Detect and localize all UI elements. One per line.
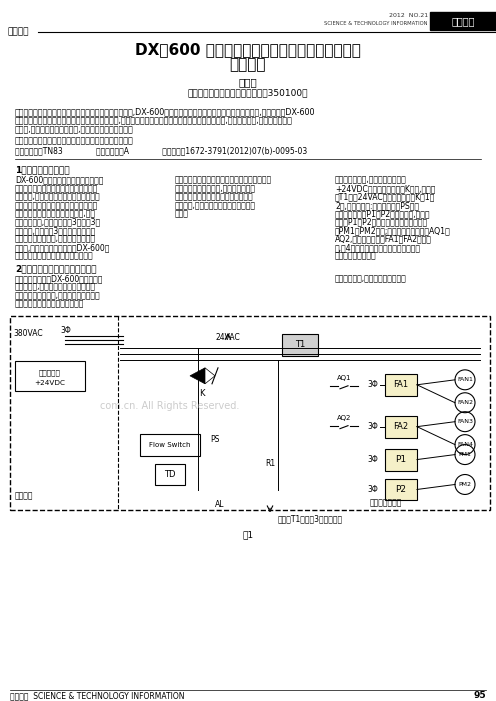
Text: 水管汇接到总回水管,回送到热交换器进: 水管汇接到总回水管,回送到热交换器进	[15, 235, 96, 244]
Text: 在播音过程中,如果冷却控制线路出: 在播音过程中,如果冷却控制线路出	[335, 274, 407, 283]
Text: 上,控4台风机在温控器控制下对发射机冷: 上,控4台风机在温控器控制下对发射机冷	[335, 243, 421, 252]
Text: 室外热交换系统: 室外热交换系统	[370, 498, 402, 507]
Text: 2　冷却系统启动的手动控制改造: 2 冷却系统启动的手动控制改造	[15, 264, 97, 273]
Text: 科技资讯  SCIENCE & TECHNOLOGY INFORMATION: 科技资讯 SCIENCE & TECHNOLOGY INFORMATION	[10, 691, 185, 700]
Text: K: K	[199, 389, 205, 398]
Text: 冷却控制板: 冷却控制板	[39, 369, 61, 376]
Text: TD: TD	[164, 470, 176, 479]
Text: DX－600 全固态数字中波发射机冷却系统原理及: DX－600 全固态数字中波发射机冷却系统原理及	[135, 42, 361, 57]
Text: 380VAC: 380VAC	[13, 329, 43, 339]
Text: 容警信号: 容警信号	[15, 491, 34, 500]
Text: 功放单元,然后通过3个整流和顶部的出: 功放单元,然后通过3个整流和顶部的出	[15, 226, 96, 236]
Text: 95: 95	[473, 691, 486, 700]
Text: 变压器T1初级接3相电中性相: 变压器T1初级接3相电中性相	[277, 514, 343, 523]
Text: +24VDC使光电耦合继电器K导通,从变压: +24VDC使光电耦合继电器K导通,从变压	[335, 184, 435, 193]
Text: FA1: FA1	[393, 381, 409, 389]
Text: 改造方案: 改造方案	[230, 57, 266, 72]
Text: 2触,分两路送出:一路经小开关PS经过: 2触,分两路送出:一路经小开关PS经过	[335, 201, 419, 210]
Text: 继电保护继电器P1或P2的线包吸合,三相电: 继电保护继电器P1或P2的线包吸合,三相电	[335, 210, 431, 218]
Text: 却功放单元中的所有功放模块和整流相的: 却功放单元中的所有功放模块和整流相的	[15, 184, 98, 193]
FancyBboxPatch shape	[385, 374, 417, 396]
FancyBboxPatch shape	[385, 479, 417, 501]
Text: （立为备用）、膨胀水箱、水床表、水流量表、: （立为备用）、膨胀水箱、水床表、水流量表、	[175, 175, 272, 184]
FancyBboxPatch shape	[15, 361, 85, 390]
Text: FAN4: FAN4	[457, 442, 473, 447]
Text: 水阀及水流开关等组成,水泵组件的作用: 水阀及水流开关等组成,水泵组件的作用	[175, 184, 256, 193]
Text: 1　水冷系统工作原理: 1 水冷系统工作原理	[15, 165, 69, 175]
Text: 波发射机水泵组件主要由两台循环水泵: 波发射机水泵组件主要由两台循环水泵	[15, 252, 94, 261]
Text: 泵PM1或PM2工作;另一路经温控继电器AQ1和: 泵PM1或PM2工作;另一路经温控继电器AQ1和	[335, 226, 451, 236]
Text: 是将风冷散热器冷却处理后的冷却水送: 是将风冷散热器冷却处理后的冷却水送	[175, 192, 253, 201]
Text: 分组成。循环水经热交换器冷却后,通过: 分组成。循环水经热交换器冷却后,通过	[15, 210, 96, 218]
Text: com.cn. All Rights Reserved.: com.cn. All Rights Reserved.	[100, 401, 240, 411]
FancyBboxPatch shape	[282, 334, 318, 356]
Text: （海峡之声广播电台　福建宁德　350100）: （海峡之声广播电台 福建宁德 350100）	[188, 88, 308, 97]
Text: 图1: 图1	[243, 531, 253, 540]
Text: +24VDC: +24VDC	[35, 380, 65, 386]
Text: 我台近年来在维护DX-600发射机水冷: 我台近年来在维护DX-600发射机水冷	[15, 274, 103, 283]
FancyBboxPatch shape	[385, 416, 417, 437]
Text: 2012  NO.21: 2012 NO.21	[389, 13, 428, 18]
Text: 3Φ: 3Φ	[368, 485, 378, 494]
Text: 源通过P1或P2继电器的控制触点使循环水: 源通过P1或P2继电器的控制触点使循环水	[335, 218, 428, 227]
Text: P1: P1	[395, 455, 407, 464]
Text: AQ2,分别接在继电器FA1和FA2的线包: AQ2,分别接在继电器FA1和FA2的线包	[335, 235, 432, 244]
Text: FAN2: FAN2	[457, 400, 473, 405]
Text: R1: R1	[265, 459, 275, 468]
Text: 3Φ: 3Φ	[368, 381, 378, 389]
Text: 降低管播率都取得了良好的效果。: 降低管播率都取得了良好的效果。	[15, 299, 84, 308]
Text: 工业技术: 工业技术	[8, 27, 29, 36]
Text: 当发射机开机时,冷却控制盒会送出: 当发射机开机时,冷却控制盒会送出	[335, 175, 407, 184]
Text: 中图分类号：TN83              文献标识码：A              文章编号：1672-3791(2012)07(b)-0095-03: 中图分类号：TN83 文献标识码：A 文章编号：1672-3791(2012)0…	[15, 147, 307, 156]
Text: 系统过程中,摸索总结出一些维护心得并: 系统过程中,摸索总结出一些维护心得并	[15, 283, 96, 292]
Text: FAN3: FAN3	[457, 419, 473, 424]
Text: 3Φ: 3Φ	[368, 455, 378, 464]
Text: 到发射机,并对水量、水压等进行监测和: 到发射机,并对水量、水压等进行监测和	[175, 201, 256, 210]
Text: T1: T1	[295, 341, 305, 349]
Text: PS: PS	[210, 435, 220, 444]
Text: 发射机水冷系统的工作原理、维护要点和线路改造,以及风冷系统中利用风机变频器的原理和技术改造,经过实际运行,这些项改造后工: 发射机水冷系统的工作原理、维护要点和线路改造,以及风冷系统中利用风机变频器的原理…	[15, 116, 293, 125]
Text: 却水进行吹风冷却。: 却水进行吹风冷却。	[335, 252, 376, 261]
Text: 李　良: 李 良	[239, 76, 257, 87]
Text: 控制。: 控制。	[175, 210, 189, 218]
FancyBboxPatch shape	[385, 449, 417, 470]
Text: 作正常,达到了预期的改造目的,进一步保障了安全播出。: 作正常,达到了预期的改造目的,进一步保障了安全播出。	[15, 125, 134, 135]
Text: 3Φ: 3Φ	[368, 422, 378, 431]
Bar	[10, 316, 490, 510]
FancyBboxPatch shape	[140, 434, 200, 456]
Bar	[430, 12, 496, 30]
Text: PM1: PM1	[459, 452, 471, 457]
Text: 摘　要：冷却系统正常运行是发射机稳定播出的重要保障,DX-600发射机的冷却系统包括风冷和水冷系统两部分,本文介绍了DX-600: 摘 要：冷却系统正常运行是发射机稳定播出的重要保障,DX-600发射机的冷却系统…	[15, 108, 315, 116]
Text: DX-600中波发射机水冷却系统用于冷: DX-600中波发射机水冷却系统用于冷	[15, 175, 103, 184]
Text: AQ1: AQ1	[337, 375, 351, 381]
Text: Flow Switch: Flow Switch	[149, 442, 191, 448]
Text: 关键词：冷却系统　水冷系统　风机变频器　原理　改造: 关键词：冷却系统 水冷系统 风机变频器 原理 改造	[15, 137, 134, 146]
Text: 进行了多项技术改造,对稳定发射机运行、: 进行了多项技术改造,对稳定发射机运行、	[15, 291, 101, 300]
Text: 电器部分,该系统由水泵组件、热交换器、: 电器部分,该系统由水泵组件、热交换器、	[15, 192, 101, 201]
Text: 循环水泵送出,经总进水管分3路进入3个: 循环水泵送出,经总进水管分3路进入3个	[15, 218, 101, 227]
Text: AQ2: AQ2	[337, 415, 351, 421]
Text: FAN1: FAN1	[457, 377, 473, 382]
Text: 科技资讯: 科技资讯	[451, 16, 475, 26]
Text: FA2: FA2	[393, 422, 409, 431]
Text: SCIENCE & TECHNOLOGY INFORMATION: SCIENCE & TECHNOLOGY INFORMATION	[324, 22, 428, 27]
Polygon shape	[205, 368, 215, 383]
Text: AL: AL	[215, 500, 225, 509]
Text: 24VAC: 24VAC	[215, 334, 240, 343]
Text: 功放单元和整流和水箱、冷却控制盒等部: 功放单元和整流和水箱、冷却控制盒等部	[15, 201, 98, 210]
Text: 3Φ: 3Φ	[60, 327, 71, 336]
FancyBboxPatch shape	[155, 463, 185, 486]
Text: 行冷却,从而形成水路的回环。DX-600中: 行冷却,从而形成水路的回环。DX-600中	[15, 243, 111, 252]
Text: 器T1来的24VAC电源通过继电器K的1、: 器T1来的24VAC电源通过继电器K的1、	[335, 192, 435, 201]
Text: PM2: PM2	[458, 482, 472, 487]
Polygon shape	[190, 368, 205, 383]
Text: P2: P2	[395, 485, 407, 494]
